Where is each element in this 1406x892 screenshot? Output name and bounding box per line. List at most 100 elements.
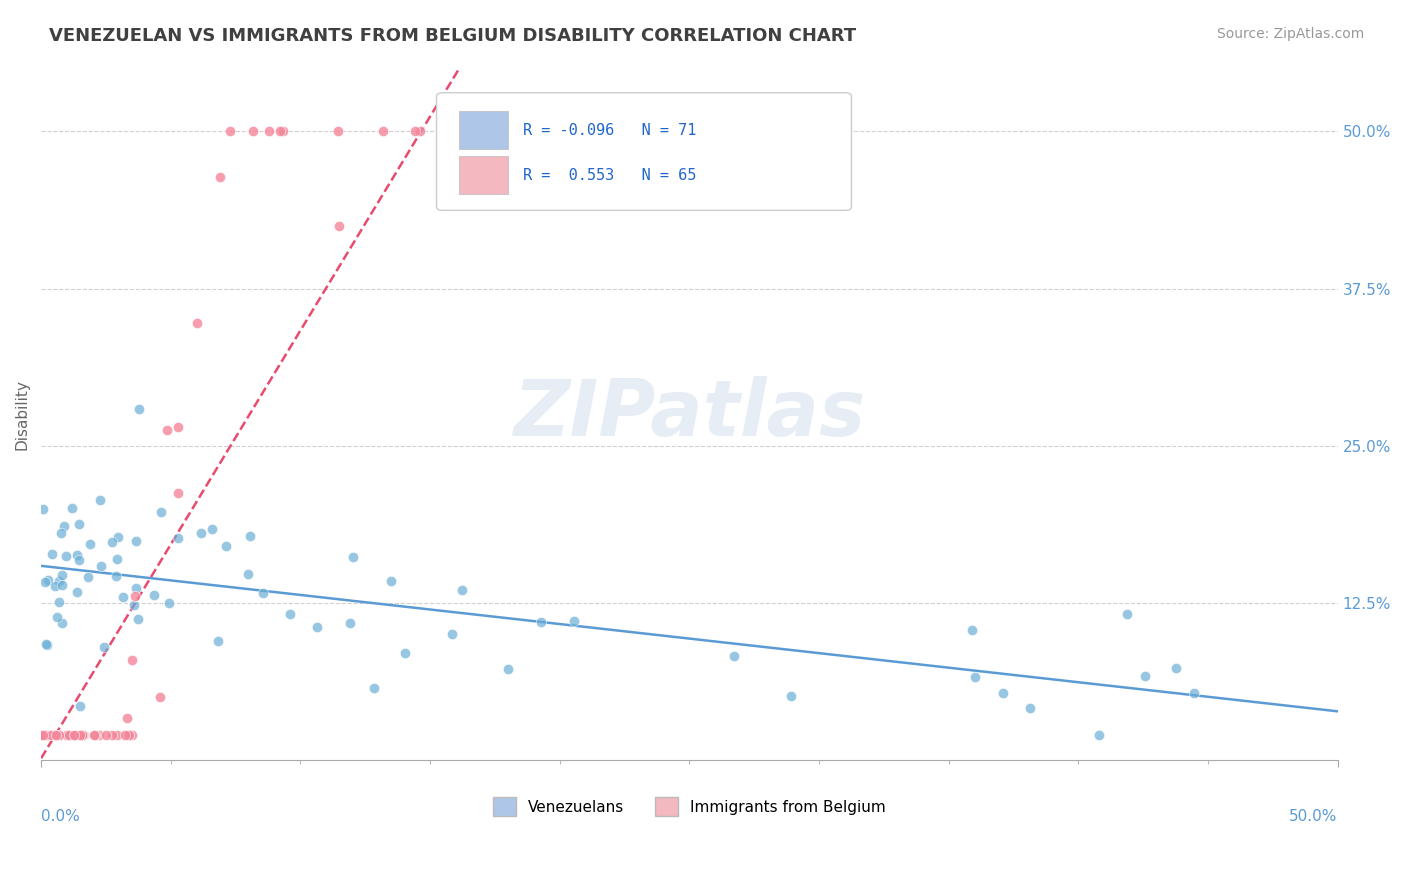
Point — [209, 169, 232, 184]
Point — [58, 728, 80, 742]
Point — [39, 728, 62, 742]
Point — [166, 531, 188, 545]
Point — [105, 568, 128, 582]
Point — [207, 634, 229, 648]
Point — [49, 526, 72, 541]
Point — [125, 581, 148, 595]
Point — [278, 607, 301, 621]
Point — [79, 537, 101, 551]
Point — [363, 681, 385, 696]
Point — [30, 728, 52, 742]
Point — [42, 728, 65, 742]
Point — [117, 728, 139, 742]
Point — [56, 728, 79, 742]
Point — [125, 533, 148, 548]
Point — [475, 124, 498, 138]
Point — [69, 728, 91, 742]
Point — [62, 728, 84, 742]
Point — [1135, 669, 1157, 683]
Point — [328, 219, 350, 233]
Point — [48, 728, 70, 742]
Point — [215, 540, 238, 554]
Point — [93, 640, 115, 654]
Point — [55, 728, 77, 742]
Point — [72, 728, 94, 742]
Point — [34, 728, 56, 742]
Point — [1182, 686, 1205, 700]
Point — [35, 728, 58, 742]
Point — [77, 570, 100, 584]
Text: 0.0%: 0.0% — [41, 809, 80, 824]
Point — [105, 552, 128, 566]
Point — [127, 612, 149, 626]
Point — [562, 614, 585, 628]
Point — [66, 549, 89, 563]
Point — [149, 690, 172, 704]
Point — [201, 522, 224, 536]
Point — [48, 595, 70, 609]
Point — [149, 505, 172, 519]
Point — [441, 627, 464, 641]
Point — [101, 535, 124, 549]
Point — [48, 574, 70, 588]
Point — [51, 615, 73, 630]
Point — [960, 623, 983, 637]
Point — [44, 728, 66, 742]
Point — [239, 528, 262, 542]
Point — [1088, 728, 1111, 742]
Point — [67, 552, 90, 566]
Point — [506, 124, 529, 138]
Point — [404, 124, 426, 138]
Point — [519, 124, 541, 138]
Point — [121, 653, 143, 667]
Point — [41, 547, 63, 561]
Point — [65, 728, 87, 742]
Point — [67, 516, 90, 531]
Point — [394, 646, 416, 660]
Point — [70, 728, 93, 742]
Point — [35, 728, 58, 742]
Point — [42, 728, 65, 742]
Point — [69, 699, 91, 714]
Point — [55, 549, 77, 564]
Text: R = -0.096   N = 71: R = -0.096 N = 71 — [523, 123, 697, 138]
Point — [219, 124, 242, 138]
Point — [326, 124, 349, 138]
Point — [34, 574, 56, 589]
FancyBboxPatch shape — [436, 93, 852, 211]
Point — [60, 500, 83, 515]
FancyBboxPatch shape — [458, 112, 508, 150]
Point — [72, 728, 94, 742]
Point — [30, 728, 52, 742]
Point — [142, 588, 165, 602]
Point — [32, 728, 55, 742]
Point — [271, 124, 294, 138]
Point — [468, 124, 491, 138]
Point — [105, 728, 128, 742]
Point — [83, 728, 105, 742]
Point — [1019, 701, 1042, 715]
Point — [451, 582, 474, 597]
Point — [342, 550, 364, 565]
Point — [1116, 607, 1139, 622]
Point — [380, 574, 402, 588]
Point — [101, 728, 124, 742]
Point — [167, 419, 190, 434]
Point — [1166, 660, 1188, 674]
Point — [157, 596, 180, 610]
Point — [252, 586, 274, 600]
Point — [257, 124, 280, 138]
Point — [409, 124, 432, 138]
Point — [37, 638, 59, 652]
Text: Source: ZipAtlas.com: Source: ZipAtlas.com — [1216, 27, 1364, 41]
Point — [121, 728, 143, 742]
Point — [48, 728, 70, 742]
Text: R =  0.553   N = 65: R = 0.553 N = 65 — [523, 169, 697, 183]
Y-axis label: Disability: Disability — [15, 379, 30, 450]
Point — [32, 502, 55, 516]
Point — [963, 670, 986, 684]
Point — [496, 662, 519, 676]
Point — [537, 124, 560, 138]
Point — [69, 728, 91, 742]
Legend: Venezuelans, Immigrants from Belgium: Venezuelans, Immigrants from Belgium — [486, 791, 891, 822]
